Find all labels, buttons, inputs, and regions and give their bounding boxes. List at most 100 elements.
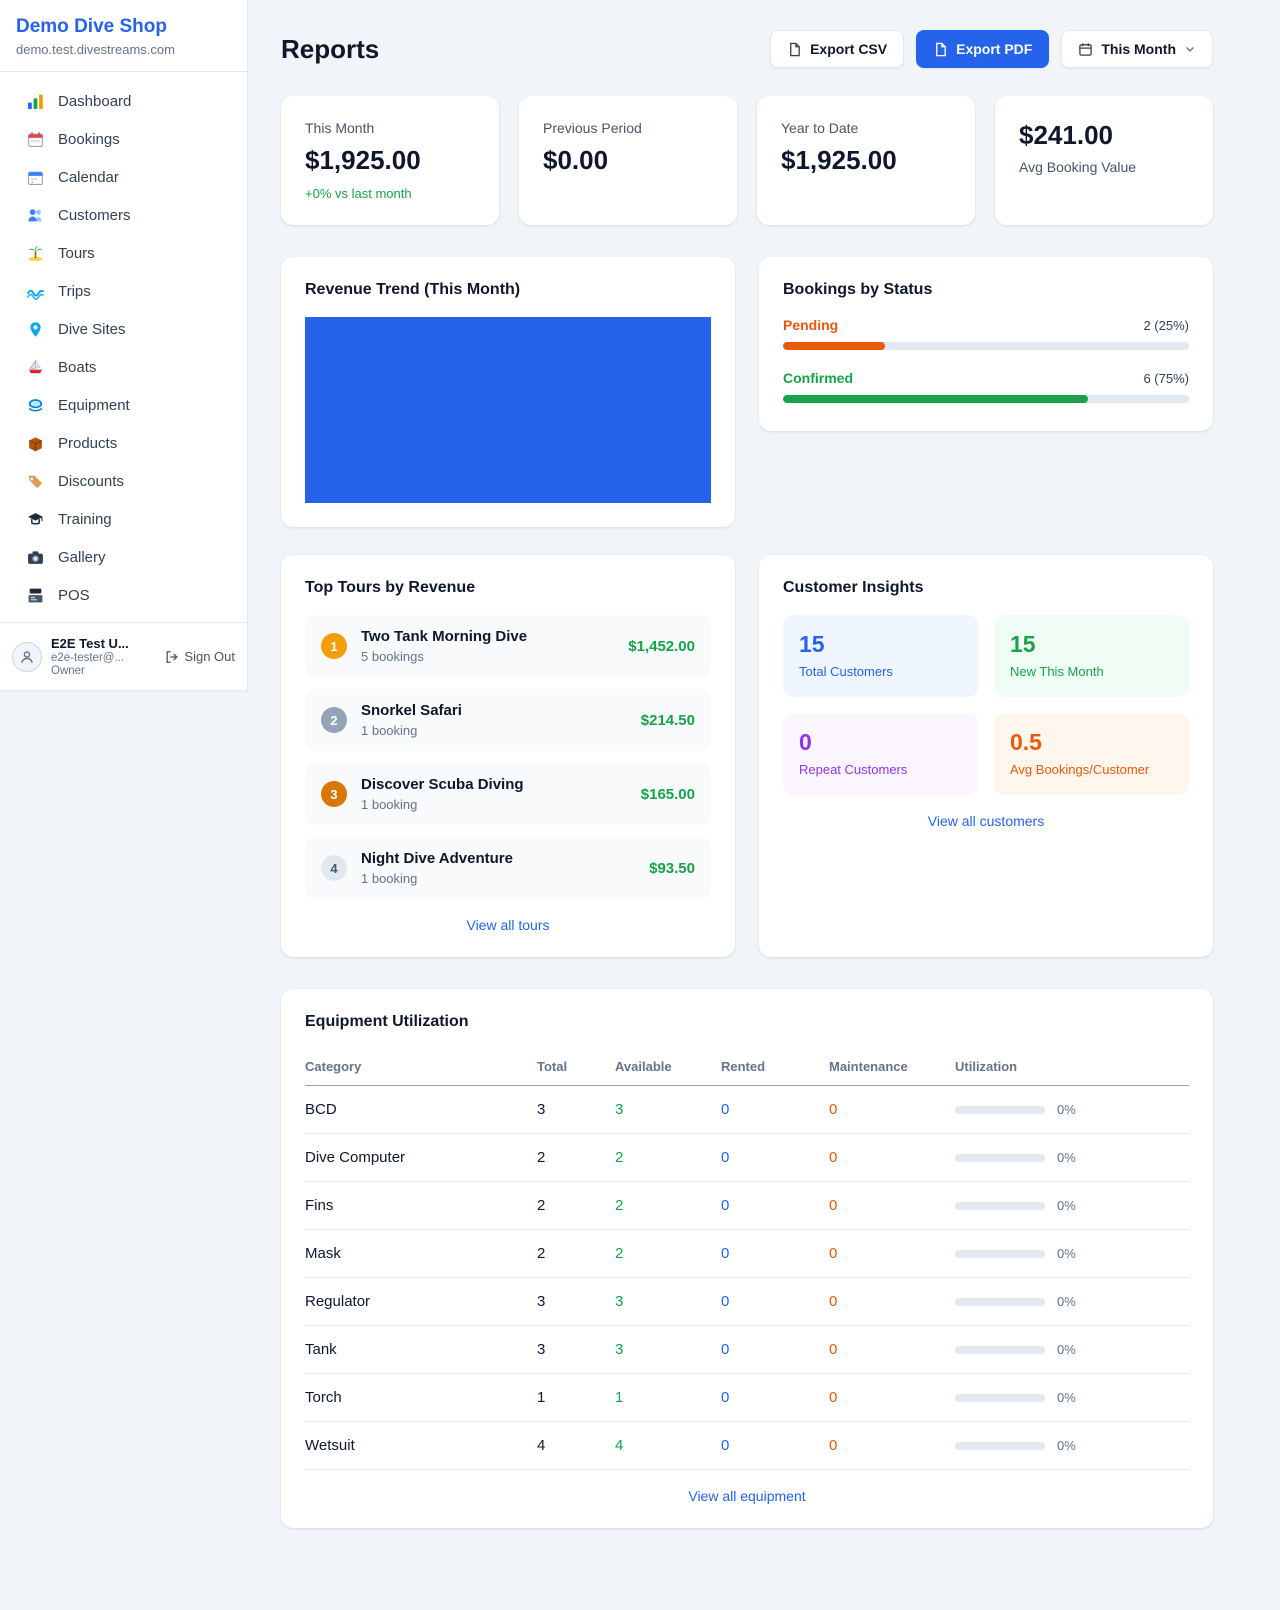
export-pdf-button[interactable]: Export PDF [916,30,1050,68]
cell-available: 3 [615,1325,721,1374]
sidebar-item-customers[interactable]: Customers [0,196,247,234]
utilization-track [955,1249,1045,1258]
utilization-track [955,1297,1045,1306]
sidebar-item-label: Training [58,510,112,528]
sidebar-item-discounts[interactable]: Discounts [0,462,247,500]
sidebar-item-trips[interactable]: Trips [0,272,247,310]
document-icon [933,42,948,57]
status-value: 6 (75%) [1143,370,1189,386]
progress-fill [783,395,1088,403]
cell-available: 4 [615,1421,721,1470]
tour-name: Two Tank Morning Dive [361,628,528,645]
cell-rented: 0 [721,1085,829,1134]
discounts-icon [26,472,44,490]
insight-tile-new-this-month: 15 New This Month [994,615,1189,697]
trips-icon [26,282,44,300]
export-csv-label: Export CSV [810,41,888,57]
utilization-track [955,1153,1045,1162]
sidebar-item-label: Products [58,434,118,452]
stat-card-avg-booking-value: $241.00 Avg Booking Value [995,96,1213,225]
stats-row: This Month $1,925.00 +0% vs last month P… [281,96,1213,225]
utilization-percent: 0% [1057,1438,1076,1453]
bookings-by-status-card: Bookings by Status Pending 2 (25%) Confi… [759,257,1213,431]
stat-value: $1,925.00 [781,145,897,175]
card-title: Equipment Utilization [305,1013,469,1030]
sidebar-item-training[interactable]: Training [0,500,247,538]
utilization-percent: 0% [1057,1390,1076,1405]
sidebar-item-pos[interactable]: POS [0,576,247,614]
cell-category: Tank [305,1325,537,1374]
sidebar-item-dashboard[interactable]: Dashboard [0,82,247,120]
tour-bookings: 1 booking [361,723,418,738]
document-icon [787,42,802,57]
cell-category: Fins [305,1181,537,1230]
period-selector[interactable]: This Month [1061,30,1213,68]
table-row: Wetsuit 4 4 0 0 0% [305,1421,1189,1470]
stat-card-year-to-date: Year to Date $1,925.00 [757,96,975,225]
utilization-percent: 0% [1057,1294,1076,1309]
sidebar-item-label: Bookings [58,130,120,148]
utilization-track [955,1441,1045,1450]
table-header-row: Category Total Available Rented Maintena… [305,1049,1189,1086]
dashboard-icon [26,92,44,110]
status-row-confirmed: Confirmed 6 (75%) [783,370,1189,403]
tile-label: New This Month [1010,664,1104,679]
view-all-equipment-link[interactable]: View all equipment [688,1488,806,1504]
sidebar-item-calendar[interactable]: Calendar [0,158,247,196]
user-name: E2E Test U... [51,636,129,651]
status-row-pending: Pending 2 (25%) [783,317,1189,350]
shop-name: Demo Dive Shop [16,16,167,37]
cell-category: Regulator [305,1277,537,1326]
rank-badge: 4 [321,855,347,881]
status-label: Pending [783,317,839,333]
list-item: 4 Night Dive Adventure 1 booking $93.50 [305,837,711,899]
sidebar-item-dive-sites[interactable]: Dive Sites [0,310,247,348]
insight-tile-avg-bookings: 0.5 Avg Bookings/Customer [994,713,1189,795]
user-role: Owner [51,665,85,677]
products-icon [26,434,44,452]
sidebar-item-equipment[interactable]: Equipment [0,386,247,424]
cell-total: 1 [537,1373,615,1422]
calendar-icon [26,168,44,186]
equipment-utilization-card: Equipment Utilization Category Total Ava… [281,989,1213,1528]
sidebar-nav: Dashboard Bookings Calendar Customers To… [0,72,247,622]
rank-badge: 2 [321,707,347,733]
card-title: Bookings by Status [783,281,933,298]
sidebar-item-gallery[interactable]: Gallery [0,538,247,576]
tile-value: 15 [799,631,825,657]
avatar [12,641,42,672]
export-csv-button[interactable]: Export CSV [770,30,905,68]
insight-tile-total-customers: 15 Total Customers [783,615,978,697]
column-header: Utilization [955,1049,1189,1086]
utilization-track [955,1393,1045,1402]
column-header: Available [615,1049,721,1086]
column-header: Rented [721,1049,829,1086]
sidebar-item-products[interactable]: Products [0,424,247,462]
view-all-customers-link[interactable]: View all customers [927,813,1045,829]
sign-out-button[interactable]: Sign Out [165,649,235,664]
view-all-tours-link[interactable]: View all tours [466,917,550,933]
card-title: Revenue Trend (This Month) [305,281,521,298]
utilization-percent: 0% [1057,1342,1076,1357]
status-label: Confirmed [783,370,853,386]
sidebar-item-bookings[interactable]: Bookings [0,120,247,158]
sidebar-item-label: Boats [58,358,97,376]
column-header: Maintenance [829,1049,955,1086]
card-title: Top Tours by Revenue [305,579,476,596]
revenue-trend-card: Revenue Trend (This Month) [281,257,735,527]
tour-bookings: 1 booking [361,797,418,812]
sidebar-item-tours[interactable]: Tours [0,234,247,272]
cell-total: 3 [537,1277,615,1326]
cell-available: 1 [615,1373,721,1422]
sidebar-item-label: Trips [58,282,91,300]
cell-available: 3 [615,1085,721,1134]
top-tours-card: Top Tours by Revenue 1 Two Tank Morning … [281,555,735,957]
cell-available: 2 [615,1133,721,1182]
sidebar-header: Demo Dive Shop demo.test.divestreams.com [0,0,247,72]
sidebar-item-label: POS [58,586,90,604]
user-email: e2e-tester@... [51,652,125,664]
sidebar-item-boats[interactable]: Boats [0,348,247,386]
shop-domain: demo.test.divestreams.com [16,42,175,57]
customers-icon [26,206,44,224]
stat-label: Previous Period [543,120,642,136]
